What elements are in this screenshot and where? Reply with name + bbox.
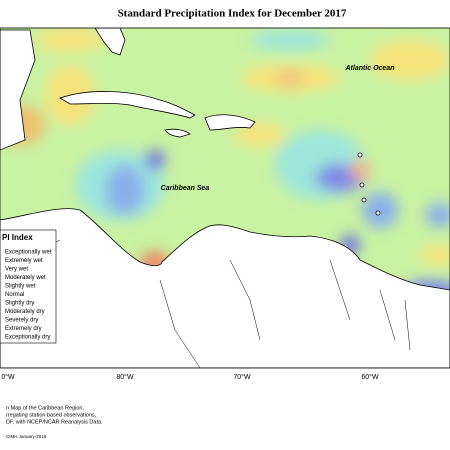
note-line: DF, with NCEP/NCAR Reanalysis Data. xyxy=(6,419,103,425)
longitude-label: 70°W xyxy=(233,373,251,381)
legend-item: Moderately wet xyxy=(5,275,46,281)
sea-label: Caribbean Sea xyxy=(161,185,210,192)
longitude-label: 0°W xyxy=(1,373,15,381)
note-line: rregating station based observations, xyxy=(6,412,97,418)
legend-item: Extremely wet xyxy=(5,258,43,264)
credit: CIMH January-2018 xyxy=(6,434,47,439)
longitude-labels: 0°W 80°W 70°W 60°W xyxy=(1,373,379,381)
legend-item: Slightly wet xyxy=(5,284,36,290)
legend-item: Moderately dry xyxy=(5,309,45,315)
map-title: Standard Precipitation Index for Decembe… xyxy=(118,8,347,20)
ocean-label: Atlantic Ocean xyxy=(344,65,394,72)
legend-title: PI Index xyxy=(2,233,33,242)
legend-item: Slightly dry xyxy=(5,301,34,307)
longitude-label: 60°W xyxy=(361,373,379,381)
legend-item: Very wet xyxy=(5,267,28,273)
spi-field: Atlantic Ocean Caribbean Sea PI Index Ex… xyxy=(0,28,450,368)
map-frame xyxy=(0,27,450,369)
legend-item: Normal xyxy=(5,292,24,298)
notes: n Map of the Caribbean Region.rregating … xyxy=(6,405,103,425)
longitude-label: 80°W xyxy=(116,373,134,381)
legend-item: Exceptionally wet xyxy=(5,250,52,256)
legend-item: Exceptionally dry xyxy=(5,335,50,341)
legend-item: Severely dry xyxy=(5,318,38,324)
note-line: n Map of the Caribbean Region. xyxy=(6,405,84,411)
legend: PI Index Exceptionally wet Extremely wet V… xyxy=(0,229,57,344)
legend-item: Extremely dry xyxy=(5,326,42,332)
